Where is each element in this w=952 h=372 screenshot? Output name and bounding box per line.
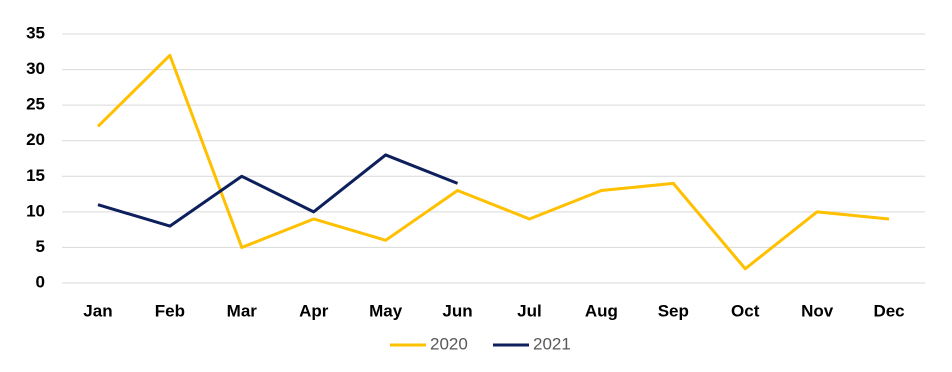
x-tick-label: Dec [873, 301, 904, 320]
x-tick-label: Feb [155, 301, 185, 320]
legend-label: 2021 [533, 334, 571, 353]
x-tick-label: Apr [299, 301, 329, 320]
series-line [97, 153, 459, 228]
y-tick-label: 15 [26, 166, 45, 185]
x-tick-label: Jun [442, 301, 472, 320]
y-tick-label: 20 [26, 130, 45, 149]
x-tick-label: May [369, 301, 403, 320]
x-tick-label: Jul [517, 301, 542, 320]
y-tick-label: 10 [26, 201, 45, 220]
y-tick-label: 5 [36, 237, 45, 256]
y-tick-label: 25 [26, 95, 45, 114]
x-tick-label: Oct [731, 301, 760, 320]
legend-label: 2020 [430, 334, 468, 353]
y-tick-label: 35 [26, 23, 45, 42]
x-tick-label: Aug [585, 301, 618, 320]
x-tick-label: Sep [658, 301, 689, 320]
x-tick-label: Jan [83, 301, 112, 320]
y-tick-label: 0 [36, 272, 45, 291]
x-tick-label: Mar [227, 301, 258, 320]
x-tick-label: Nov [801, 301, 834, 320]
series-line [96, 53, 890, 271]
y-tick-label: 30 [26, 59, 45, 78]
